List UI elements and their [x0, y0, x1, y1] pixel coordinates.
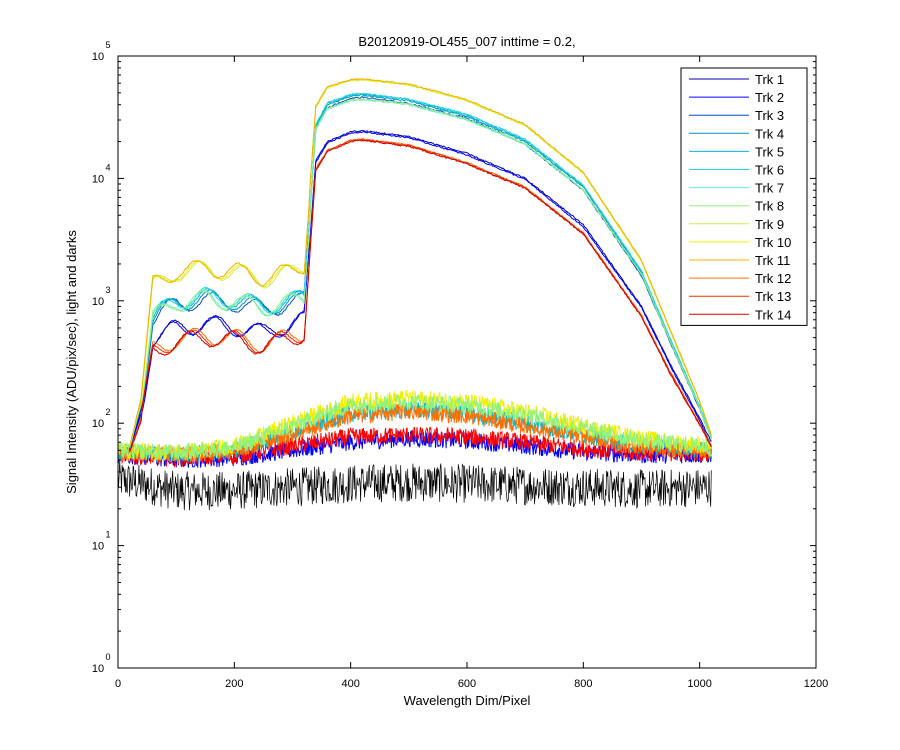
legend-label: Trk 5 — [755, 144, 784, 159]
y-tick-label-base: 10 — [92, 173, 104, 185]
y-tick-label-exp: 1 — [105, 530, 110, 540]
y-tick-label-exp: 4 — [105, 162, 110, 172]
legend-label: Trk 9 — [755, 217, 784, 232]
legend-label: Trk 1 — [755, 72, 784, 87]
legend-label: Trk 6 — [755, 163, 784, 178]
x-tick-label: 0 — [115, 678, 121, 690]
y-tick-label-base: 10 — [92, 541, 104, 553]
x-tick-label: 400 — [341, 678, 359, 690]
legend-label: Trk 2 — [755, 90, 784, 105]
legend-label: Trk 7 — [755, 181, 784, 196]
x-tick-label: 800 — [574, 678, 592, 690]
legend-label: Trk 12 — [755, 271, 791, 286]
chart-title: B20120919-OL455_007 inttime = 0.2, — [358, 34, 575, 49]
series-line-trk-14 — [129, 139, 712, 453]
legend: Trk 1 Trk 2 Trk 3 Trk 4 Trk 5 Trk 6 Trk 7 Trk 8… — [680, 67, 808, 326]
series-line-trk-2 — [129, 131, 712, 452]
x-axis-label: Wavelength Dim/Pixel — [404, 693, 531, 708]
x-axis: 0 200 400 600 800 1000 1200 — [115, 56, 828, 690]
legend-label: Trk 3 — [755, 108, 784, 123]
legend-label: Trk 10 — [755, 235, 791, 250]
series-line-trk-8 — [129, 98, 712, 448]
y-tick-label-base: 10 — [92, 296, 104, 308]
dark-curve — [117, 394, 712, 461]
series-line-trk-6 — [129, 92, 712, 448]
y-tick-label-exp: 5 — [105, 40, 110, 50]
x-tick-label: 600 — [458, 678, 476, 690]
series-line-trk-1 — [129, 130, 712, 451]
x-tick-label: 200 — [225, 678, 243, 690]
y-tick-label-exp: 0 — [105, 652, 110, 662]
legend-label: Trk 8 — [755, 199, 784, 214]
series-line-trk-11 — [129, 78, 712, 447]
legend-box — [680, 67, 808, 326]
y-tick-label-exp: 2 — [105, 407, 110, 417]
y-tick-label-base: 10 — [92, 663, 104, 675]
legend-label: Trk 13 — [755, 289, 791, 304]
series-layer — [117, 78, 712, 511]
dark-curve — [117, 459, 712, 511]
x-tick-label: 1200 — [804, 678, 828, 690]
y-tick-label-exp: 3 — [105, 285, 110, 295]
legend-label: Trk 11 — [755, 253, 790, 268]
y-tick-label-base: 10 — [92, 51, 104, 63]
legend-label: Trk 14 — [755, 307, 791, 322]
legend-label: Trk 4 — [755, 126, 784, 141]
y-axis-label: Signal Intensity (ADU/pix/sec), light an… — [64, 230, 79, 494]
x-tick-label: 1000 — [687, 678, 711, 690]
y-tick-label-base: 10 — [92, 418, 104, 430]
